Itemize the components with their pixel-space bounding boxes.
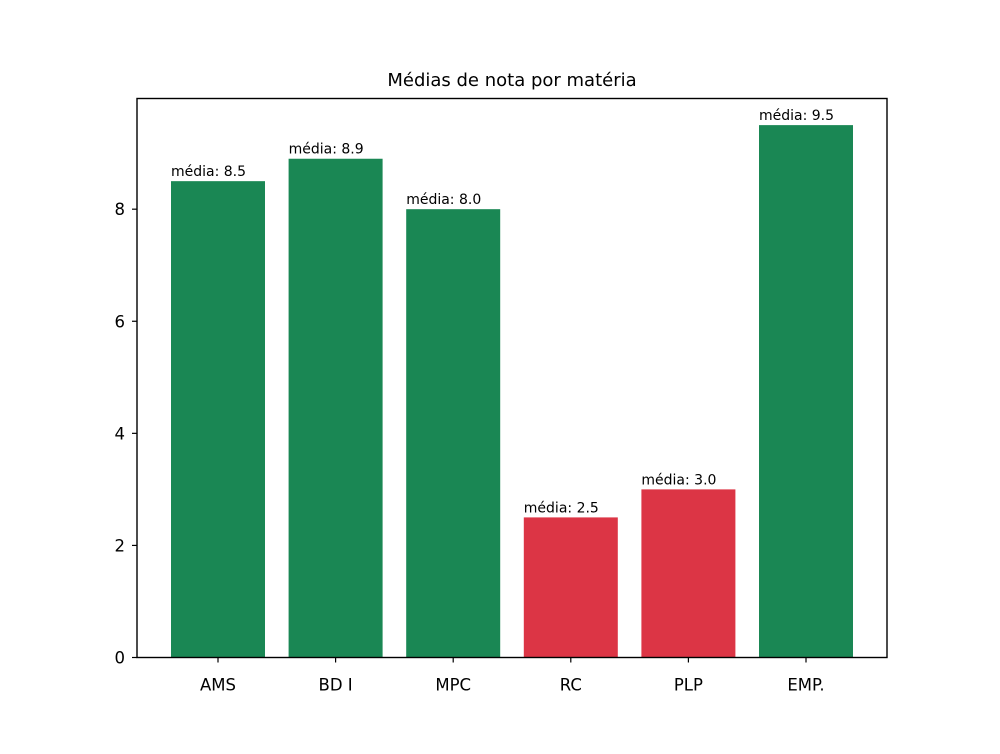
bar-value-label: média: 2.5 [524,500,599,516]
x-tick-label: MPC [435,676,471,695]
x-tick-label: AMS [200,676,236,695]
bar-rc [523,517,618,658]
y-tick-label: 8 [115,200,126,219]
bar-value-label: média: 3.0 [641,472,716,488]
y-tick-label: 2 [115,536,126,555]
y-tick-label: 6 [115,312,126,331]
bar-emp [759,125,853,658]
bar-value-label: média: 8.0 [406,192,481,208]
data-labels-layer: média: 8.5 média: 8.9 média: 8.0 média: 2.5… [171,108,834,516]
x-tick-label: PLP [674,676,703,695]
bars-layer [171,125,853,658]
x-tick-label: BD I [319,676,353,695]
chart-title: Médias de nota por matéria [387,70,636,91]
x-tick-label: RC [560,676,582,695]
bar-value-label: média: 8.5 [171,164,246,180]
bar-value-label: média: 8.9 [289,142,364,158]
bar-bd-i [288,158,383,658]
bar-plp [641,489,736,658]
y-tick-label: 4 [115,424,126,443]
y-tick-label: 0 [115,649,126,668]
plot-area-frame [136,97,888,659]
axes-layer: AMS BD I MPC RC PLP EMP. 0 2 4 6 8 [115,200,825,694]
bar-ams [171,181,265,658]
bar-mpc [406,209,501,658]
x-tick-label: EMP. [787,676,824,695]
bar-value-label: média: 9.5 [759,108,834,124]
